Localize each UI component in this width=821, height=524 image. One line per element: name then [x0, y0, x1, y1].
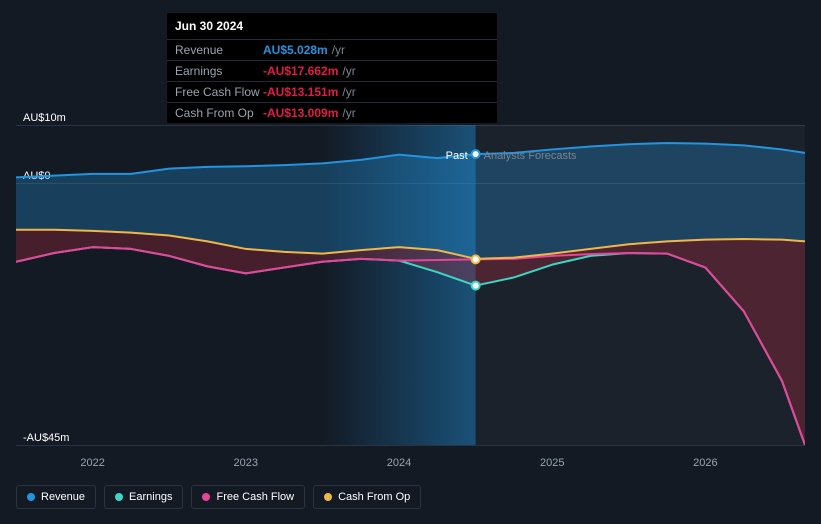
- tooltip-value: -AU$17.662m: [263, 64, 338, 78]
- y-axis-label: AU$10m: [23, 112, 66, 124]
- tooltip-unit: /yr: [342, 85, 355, 99]
- chart-marker: [472, 255, 480, 263]
- x-axis-label: 2025: [540, 457, 564, 469]
- chart-svg: [16, 125, 805, 445]
- x-axis-label: 2023: [234, 457, 258, 469]
- legend-dot-icon: [27, 493, 35, 501]
- legend-dot-icon: [202, 493, 210, 501]
- legend-dot-icon: [324, 493, 332, 501]
- x-axis-label: 2024: [387, 457, 411, 469]
- legend-label: Earnings: [129, 491, 172, 503]
- chart-plot-area: [16, 125, 805, 445]
- legend-label: Revenue: [41, 491, 85, 503]
- tooltip-label: Revenue: [175, 43, 263, 57]
- tooltip-row: Free Cash Flow-AU$13.151m/yr: [167, 81, 497, 102]
- legend-dot-icon: [115, 493, 123, 501]
- x-axis-label: 2026: [693, 457, 717, 469]
- tooltip-unit: /yr: [342, 64, 355, 78]
- legend-item-cfo[interactable]: Cash From Op: [313, 485, 421, 509]
- tooltip-label: Earnings: [175, 64, 263, 78]
- tooltip-unit: /yr: [342, 106, 355, 120]
- tooltip-value: -AU$13.151m: [263, 85, 338, 99]
- legend-label: Free Cash Flow: [216, 491, 294, 503]
- tooltip-row: Cash From Op-AU$13.009m/yr: [167, 102, 497, 123]
- tooltip-unit: /yr: [332, 43, 345, 57]
- legend-item-fcf[interactable]: Free Cash Flow: [191, 485, 305, 509]
- legend-item-earnings[interactable]: Earnings: [104, 485, 183, 509]
- tooltip-label: Free Cash Flow: [175, 85, 263, 99]
- tooltip-row: RevenueAU$5.028m/yr: [167, 39, 497, 60]
- tooltip-date: Jun 30 2024: [167, 13, 497, 39]
- legend-item-revenue[interactable]: Revenue: [16, 485, 96, 509]
- past-region-label: Past: [446, 150, 468, 162]
- chart-marker: [472, 150, 480, 158]
- tooltip-row: Earnings-AU$17.662m/yr: [167, 60, 497, 81]
- legend-label: Cash From Op: [338, 491, 410, 503]
- chart-marker: [472, 282, 480, 290]
- x-axis-label: 2022: [80, 457, 104, 469]
- tooltip-label: Cash From Op: [175, 106, 263, 120]
- chart-gridline: [16, 445, 805, 446]
- tooltip-value: -AU$13.009m: [263, 106, 338, 120]
- tooltip-value: AU$5.028m: [263, 43, 328, 57]
- chart-tooltip: Jun 30 2024 RevenueAU$5.028m/yrEarnings-…: [167, 13, 497, 123]
- forecast-region-label: Analysts Forecasts: [484, 150, 577, 162]
- chart-legend: Revenue Earnings Free Cash Flow Cash From O…: [16, 485, 421, 509]
